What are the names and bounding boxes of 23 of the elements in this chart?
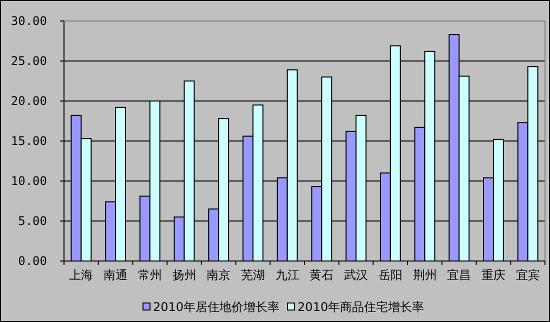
x-tick-label: 黄石	[310, 268, 334, 282]
x-tick-label: 武汉	[344, 268, 368, 282]
x-tick-label: 岳阳	[378, 268, 402, 282]
x-tick-label: 常州	[138, 268, 162, 282]
x-tick-label: 宜宾	[516, 268, 540, 282]
y-tick-label: 30.00	[10, 14, 47, 28]
x-tick-label: 芜湖	[240, 268, 265, 282]
legend-label: 2010年商品住宅增长率	[298, 300, 424, 314]
y-tick-label: 15.00	[10, 134, 47, 148]
x-tick-label: 重庆	[481, 268, 506, 282]
x-tick-label: 荆州	[412, 268, 437, 282]
x-tick-label: 南通	[104, 268, 128, 282]
y-tick-label: 25.00	[10, 54, 47, 68]
y-tick-label: 5.00	[18, 214, 47, 228]
legend-label: 2010年居住地价增长率	[153, 300, 280, 314]
x-tick-label: 扬州	[172, 268, 196, 282]
y-tick-label: 0.00	[18, 254, 47, 268]
x-tick-label: 南京	[206, 268, 231, 282]
x-tick-label: 宜昌	[447, 268, 472, 282]
y-tick-label: 10.00	[10, 174, 47, 188]
y-tick-label: 20.00	[10, 94, 47, 108]
x-tick-label: 九江	[275, 268, 300, 282]
x-tick-label: 上海	[69, 268, 94, 282]
